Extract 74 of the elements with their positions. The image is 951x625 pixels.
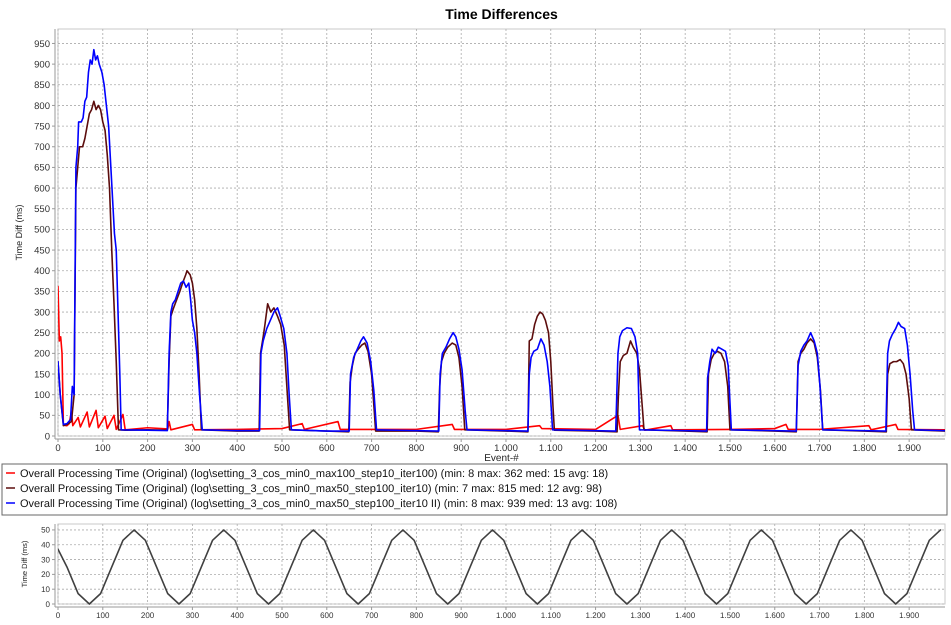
legend-label: Overall Processing Time (Original) (log\setting_3_cos_min0_max50_step100_iter10 II) (min: 8 max: 939 med: 13 avg: 108) (20, 498, 618, 510)
legend-label: Overall Processing Time (Original) (log\setting_3_cos_min0_max50_step100_iter10) (min: 7 max: 815 med: 12 avg: 98) (20, 482, 602, 495)
line-series (58, 529, 942, 605)
y-tick-label: 0 (46, 600, 51, 609)
y-tick-label: 30 (41, 555, 51, 564)
x-tick-label: 1.100 (538, 443, 563, 454)
x-tick-label: 1.000 (496, 611, 517, 620)
y-tick-label: 500 (34, 224, 50, 236)
x-tick-label: 800 (408, 443, 424, 454)
y-tick-label: 20 (41, 570, 51, 580)
x-tick-label: 1.500 (718, 443, 742, 454)
y-tick-label: 950 (34, 38, 50, 50)
x-tick-label: 400 (229, 443, 246, 454)
x-tick-label: 1.400 (673, 443, 698, 454)
x-tick-label: 1.900 (897, 443, 922, 454)
x-tick-label: 0 (56, 611, 61, 620)
y-tick-label: 350 (34, 286, 50, 298)
y-tick-label: 50 (41, 526, 51, 535)
x-tick-label: 600 (320, 611, 334, 620)
x-tick-label: 100 (94, 443, 111, 454)
y-tick-label: 50 (39, 410, 50, 422)
x-tick-label: 0 (55, 443, 61, 454)
y-tick-label: 900 (34, 59, 50, 70)
y-tick-label: 0 (44, 431, 50, 442)
chart-title: Time Differences (445, 6, 558, 22)
y-tick-label: 550 (34, 204, 50, 216)
x-tick-label: 200 (140, 611, 155, 620)
x-tick-label: 1.600 (762, 443, 787, 454)
x-tick-label: 1.800 (852, 443, 876, 454)
x-tick-label: 1.000 (494, 443, 518, 454)
x-tick-label: 300 (184, 443, 200, 454)
x-tick-label: 1.800 (854, 611, 875, 620)
y-tick-label: 450 (34, 245, 50, 256)
x-tick-label: 1.200 (586, 611, 606, 620)
y-tick-label: 200 (34, 348, 50, 360)
x-tick-label: 900 (454, 611, 468, 620)
y-tick-label: 100 (34, 390, 50, 402)
legend-label: Overall Processing Time (Original) (log\setting_3_cos_min0_max100_step10_iter100) (min: 8 max: 362 med: 15 avg: 18) (20, 468, 608, 480)
line-series (58, 286, 945, 432)
x-tick-label: 700 (364, 611, 379, 620)
x-tick-label: 1.900 (899, 611, 920, 620)
y-tick-label: 850 (34, 80, 50, 92)
x-tick-label: 1.200 (584, 443, 608, 454)
y-tick-label: 650 (34, 162, 50, 174)
x-tick-label: 300 (186, 611, 200, 620)
x-tick-label: 900 (453, 443, 470, 454)
y-tick-label: 600 (34, 183, 50, 194)
x-tick-label: 1.700 (808, 443, 832, 454)
x-tick-label: 800 (410, 611, 424, 620)
x-tick-label: 1.700 (810, 611, 830, 620)
y-tick-label: 400 (34, 266, 50, 278)
x-tick-label: 1.100 (540, 611, 562, 620)
x-tick-label: 500 (275, 611, 290, 620)
y-tick-label: 40 (41, 540, 51, 550)
y-tick-label: 700 (34, 142, 50, 154)
y-tick-label: 10 (41, 584, 51, 594)
x-tick-label: 1.500 (720, 611, 741, 620)
x-tick-label: 1.400 (675, 611, 696, 620)
x-tick-label: 500 (274, 443, 290, 454)
y-tick-label: 750 (34, 121, 50, 132)
x-tick-label: 1.300 (628, 443, 652, 454)
y-tick-label: 150 (34, 369, 50, 380)
x-tick-label: 1.600 (764, 611, 786, 620)
x-tick-label: 1.300 (630, 611, 651, 620)
y-tick-label: 250 (34, 328, 50, 340)
x-tick-label: 200 (140, 443, 156, 454)
x-tick-label: 100 (96, 611, 110, 620)
y-tick-label: 800 (34, 100, 50, 112)
y-tick-label: 300 (34, 307, 50, 318)
x-axis-title: Event-# (484, 453, 520, 464)
y-axis-title: Time Diff (ms) (14, 204, 24, 260)
x-tick-label: 600 (318, 443, 335, 454)
x-tick-label: 400 (230, 611, 244, 620)
x-tick-label: 700 (364, 443, 380, 454)
